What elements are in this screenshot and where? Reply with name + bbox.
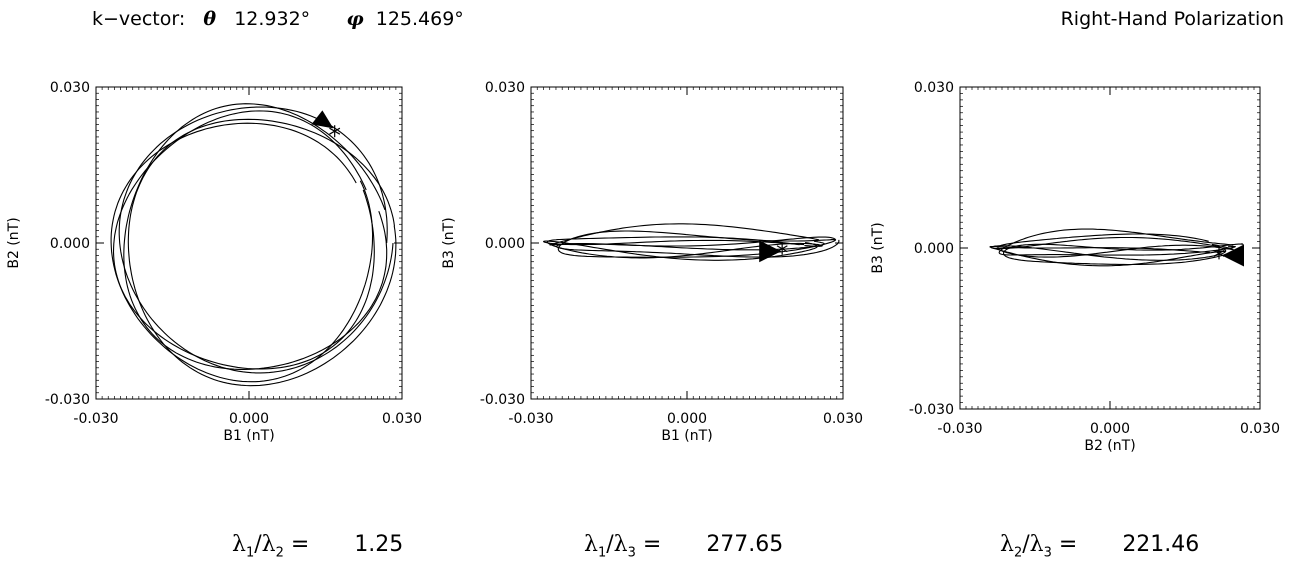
y-tick-label: 0.030: [50, 80, 90, 96]
ratio-value: 1.25: [354, 532, 404, 557]
x-tick-label: 0.000: [667, 411, 707, 427]
y-axis-label: B2 (nT): [6, 217, 22, 268]
y-tick-label: 0.030: [914, 80, 954, 96]
ratio-lambda2-lambda3: λ2/λ3 = 221.46: [1000, 532, 1200, 561]
hodogram-loop: [997, 233, 1234, 258]
hodogram-panel-3: -0.030 -0.030 0.000 0.000 0.030 0.030 B2 (nT) B…: [870, 80, 1280, 454]
ratio-equals: =: [283, 532, 310, 557]
hodogram-loop: [1002, 243, 1244, 266]
y-tick-label: -0.030: [480, 392, 525, 408]
direction-arrow: [311, 110, 334, 129]
x-axis-label: B1 (nT): [661, 428, 712, 444]
phi-symbol: φ: [346, 8, 364, 30]
hodogram-loop: [543, 239, 818, 261]
y-tick-label: -0.030: [909, 402, 954, 418]
k-vector-label: k−vector:: [92, 8, 186, 30]
ratio-equals: =: [635, 532, 662, 557]
ratio-lambda1-lambda2: λ1/λ2 = 1.25: [232, 532, 404, 561]
x-tick-label: -0.030: [508, 411, 553, 427]
y-tick-label: 0.000: [914, 241, 954, 257]
y-axis-label: B3 (nT): [441, 217, 457, 268]
ratio-num-index: 2: [1013, 545, 1023, 561]
ratio-den-index: 2: [275, 545, 284, 561]
k-vector-header: k−vector: θ 12.932° φ 125.469°: [92, 8, 464, 30]
x-tick-label: 0.030: [823, 411, 863, 427]
y-tick-label: 0.030: [485, 80, 525, 96]
x-tick-label: 0.000: [229, 411, 269, 427]
x-axis-label: B2 (nT): [1084, 438, 1135, 454]
ratio-lambda1-lambda3: λ1/λ3 = 277.65: [584, 532, 784, 561]
x-tick-label: 0.000: [1090, 421, 1130, 437]
plot-frame: [95, 86, 403, 400]
ratio-value: 221.46: [1122, 532, 1200, 557]
marker-stroke: [329, 127, 341, 135]
direction-arrow: [759, 240, 782, 263]
hodogram-loop: [127, 118, 397, 387]
ratio-equals: =: [1051, 532, 1078, 557]
hodogram-loop: [546, 236, 823, 259]
x-tick-label: 0.030: [382, 411, 422, 427]
hodogram-loop: [118, 106, 394, 374]
ratio-den-index: 3: [627, 545, 636, 561]
y-tick-label: -0.030: [45, 392, 90, 408]
theta-symbol: θ: [203, 8, 217, 30]
hodogram-loop: [112, 110, 375, 370]
ratio-value: 277.65: [706, 532, 784, 557]
y-tick-label: 0.000: [50, 236, 90, 252]
hodogram-loop: [110, 122, 374, 383]
ratio-den-index: 3: [1043, 545, 1052, 561]
x-tick-label: 0.030: [1240, 421, 1280, 437]
marker-stroke: [776, 245, 788, 253]
x-tick-label: -0.030: [73, 411, 118, 427]
theta-value: 12.932°: [234, 8, 311, 30]
hodogram-loop: [989, 246, 1226, 267]
hodogram-loop: [123, 103, 388, 370]
ratio-num-index: 1: [245, 545, 255, 561]
hodogram-panel-2: -0.030 -0.030 0.000 0.000 0.030 0.030 B1 (nT) B…: [441, 80, 863, 444]
polarization-label: Right-Hand Polarization: [1060, 8, 1284, 30]
x-axis-label: B1 (nT): [223, 428, 274, 444]
direction-arrow: [1222, 244, 1244, 267]
x-tick-label: -0.030: [937, 421, 982, 437]
phi-value: 125.469°: [375, 8, 464, 30]
y-axis-label: B3 (nT): [870, 222, 886, 273]
y-tick-label: 0.000: [485, 236, 525, 252]
ratio-num-index: 1: [597, 545, 607, 561]
start-marker: [329, 125, 341, 138]
hodogram-panel-1: -0.030 -0.030 0.000 0.000 0.030 0.030 B1 (nT) B…: [6, 80, 422, 444]
hodogram-loop: [549, 223, 825, 251]
